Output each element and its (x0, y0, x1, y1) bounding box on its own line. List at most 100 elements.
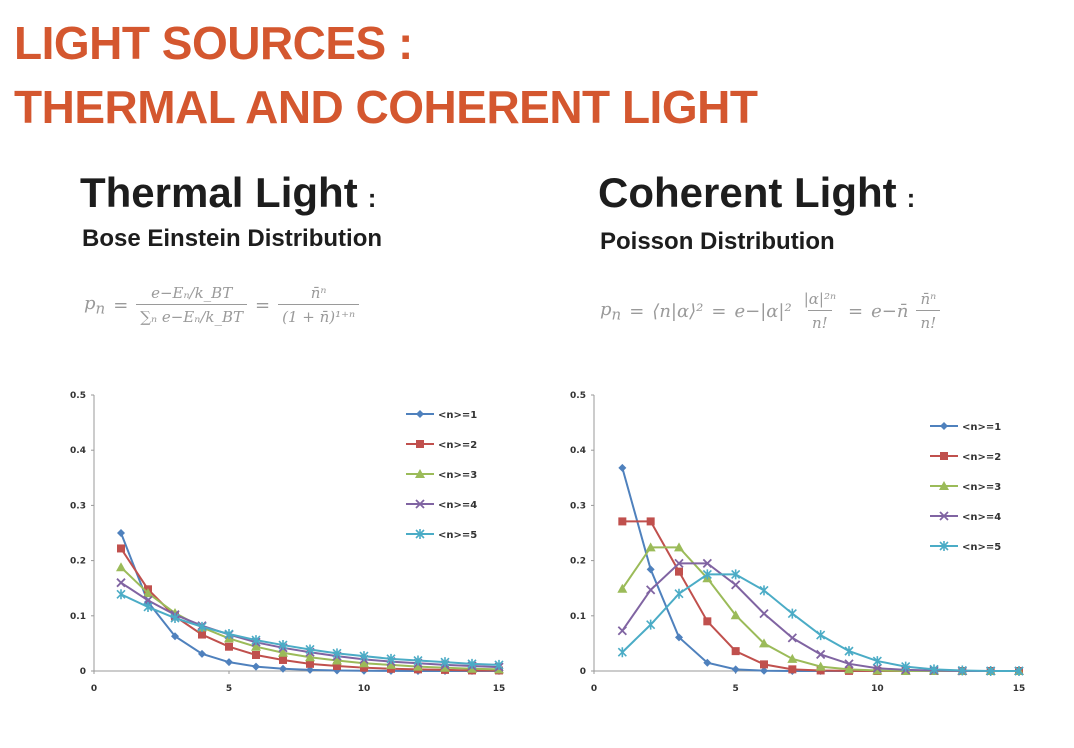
thermal-light-title-text: Thermal Light (80, 169, 358, 216)
coherent-distribution-chart: 00.10.20.30.40.50 5 10 15<n>=1<n>=2<n>=3<n>… (570, 391, 1025, 694)
legend: <n>=1 <n>=2 <n>=3 <n>=4 <n>=5 (930, 422, 1001, 553)
data-point (788, 665, 797, 674)
legend-label: <n>=3 (962, 482, 1001, 493)
legend-marker (940, 452, 948, 460)
formula-lhs: pn (84, 292, 106, 318)
formula-fraction-mean: n̄ⁿ (1 + n̄)¹⁺ⁿ (278, 284, 360, 326)
data-point (225, 642, 233, 651)
y-tick-label: 0 (80, 667, 86, 677)
series-5 (617, 569, 1024, 676)
y-tick-label: 0.3 (70, 501, 86, 511)
data-point (901, 661, 911, 672)
formula-equals: = (113, 294, 129, 316)
data-point (816, 649, 826, 660)
data-point (198, 630, 206, 639)
legend-marker (939, 541, 949, 551)
data-point (731, 647, 740, 656)
slide-title-line2: THERMAL AND COHERENT LIGHT (14, 81, 758, 133)
data-point (305, 652, 315, 662)
data-point (645, 542, 656, 552)
poisson-subtitle: Poisson Distribution (600, 228, 835, 255)
data-point (494, 659, 504, 670)
series-5 (116, 589, 504, 670)
data-point (844, 646, 854, 657)
data-point (386, 653, 396, 664)
data-point (759, 585, 769, 596)
y-tick-label: 0.1 (70, 612, 86, 622)
data-point (675, 633, 683, 642)
x-tick-label: 15 (493, 684, 506, 694)
data-point (251, 641, 261, 651)
series-4 (617, 558, 1024, 676)
data-point (332, 648, 342, 659)
y-tick-label: 0.1 (570, 612, 586, 622)
legend-label: <n>=5 (438, 530, 477, 541)
coherent-light-title: Coherent Light: (598, 172, 915, 214)
data-point (359, 658, 369, 668)
data-point (674, 542, 684, 552)
y-tick-label: 0.2 (70, 557, 86, 567)
legend-label: <n>=4 (962, 512, 1001, 523)
formula-exp-term: e−|α|² (734, 300, 792, 322)
data-point (816, 630, 826, 641)
data-point (170, 613, 180, 624)
data-point (815, 661, 826, 671)
legend-marker (416, 440, 424, 448)
data-point (386, 659, 396, 669)
data-point (198, 649, 206, 658)
y-tick-label: 0.4 (570, 446, 586, 456)
x-tick-label: 0 (91, 684, 97, 694)
legend-marker (939, 481, 949, 490)
x-tick-label: 0 (591, 684, 597, 694)
bose-einstein-formula: pn = e−Eₙ/k_BT ∑ₙ e−Eₙ/k_BT = n̄ⁿ (1 + n… (84, 284, 360, 326)
data-point (359, 651, 369, 662)
formula-exp-term-2: e−n̄ (871, 300, 909, 322)
data-point (306, 665, 314, 674)
data-point (646, 619, 656, 630)
data-point (760, 666, 768, 675)
data-point (618, 463, 627, 472)
data-point (872, 656, 882, 667)
legend-marker (415, 499, 425, 509)
x-tick-label: 10 (358, 684, 371, 694)
y-tick-label: 0.5 (70, 391, 86, 401)
formula-fraction-alpha: |α|²ⁿ n! (803, 290, 837, 332)
data-point (957, 665, 967, 676)
data-point (731, 569, 741, 580)
formula-equals: = (629, 300, 645, 322)
data-point (440, 657, 450, 668)
x-tick-label: 10 (871, 684, 884, 694)
data-point (702, 569, 712, 580)
y-tick-label: 0.5 (570, 391, 586, 401)
y-tick-label: 0 (580, 667, 586, 677)
data-point (1014, 666, 1024, 676)
formula-lhs: pn (600, 298, 622, 324)
legend-marker (940, 422, 948, 430)
legend-marker (415, 529, 425, 539)
data-point (703, 658, 712, 667)
x-tick-label: 5 (226, 684, 232, 694)
data-point (360, 663, 368, 672)
formula-fraction-boltzmann: e−Eₙ/k_BT ∑ₙ e−Eₙ/k_BT (136, 284, 247, 326)
data-point (703, 617, 712, 626)
data-point (333, 662, 341, 671)
legend-label: <n>=5 (962, 542, 1001, 553)
data-point (225, 658, 233, 667)
data-point (278, 647, 288, 657)
data-point (702, 558, 712, 568)
data-point (332, 655, 342, 665)
data-point (413, 655, 423, 666)
data-point (252, 650, 260, 659)
data-point (278, 640, 288, 651)
data-point (117, 544, 125, 553)
data-point (872, 665, 883, 675)
legend-marker (415, 469, 425, 478)
legend-label: <n>=2 (962, 452, 1001, 463)
data-point (759, 608, 769, 619)
formula-bracket: ⟨n|α⟩² (652, 300, 704, 322)
data-point (252, 662, 260, 671)
data-point (306, 659, 314, 668)
data-point (116, 589, 126, 600)
axes: 0 0.1 0.2 0.3 0.4 0.5 0 5 10 15 (70, 391, 505, 694)
data-point (279, 664, 287, 673)
